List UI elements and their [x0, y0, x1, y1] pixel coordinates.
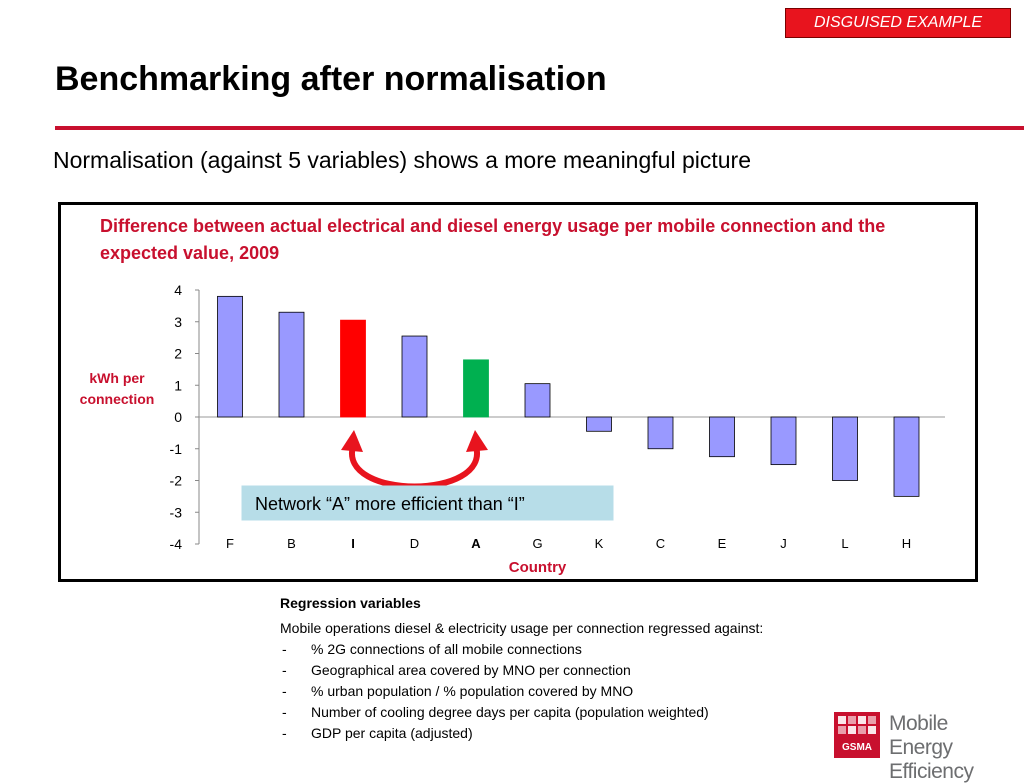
- x-tick-label: K: [595, 536, 604, 551]
- x-tick-label: J: [780, 536, 787, 551]
- notes-lead: Mobile operations diesel & electricity u…: [280, 620, 764, 636]
- list-item-text: Number of cooling degree days per capita…: [311, 704, 709, 720]
- y-tick-label: -1: [170, 441, 183, 457]
- list-item: - Number of cooling degree days per capit…: [282, 704, 709, 720]
- bar-E: [709, 416, 735, 458]
- list-item: - Geographical area covered by MNO per co…: [282, 662, 631, 678]
- x-tick-label: C: [656, 536, 665, 551]
- gsma-logo: GSMA Mobile Energy Efficiency: [834, 712, 1014, 783]
- x-tick-label: I: [351, 536, 355, 551]
- x-tick-label: D: [410, 536, 419, 551]
- bar-B: [278, 311, 305, 418]
- y-axis-label: kWh per: [89, 370, 145, 386]
- gsma-logo-mark: GSMA: [834, 712, 880, 758]
- x-tick-label: E: [718, 536, 727, 551]
- regression-variable-list: -% 2G connections of all mobile connecti…: [280, 639, 920, 744]
- logo-wordmark: Mobile Energy Efficiency: [889, 712, 1014, 784]
- bar-I: [340, 319, 366, 418]
- bar-J: [770, 416, 797, 466]
- y-tick-label: -2: [170, 473, 183, 489]
- list-item-text: % urban population / % population covere…: [311, 683, 634, 699]
- disguised-example-badge: DISGUISED EXAMPLE: [785, 8, 1011, 38]
- bar-chart: 4 3 2 1 0 -1 -2 -3 -4 kWh per connection F B I D A G K C E J…: [80, 282, 945, 576]
- list-item: -% 2G connections of all mobile connecti…: [282, 641, 582, 657]
- x-tick-label: B: [287, 536, 296, 551]
- list-item-text: Geographical area covered by MNO per con…: [311, 662, 631, 678]
- logo-line-2: Efficiency: [889, 760, 974, 783]
- slide-title: Benchmarking after normalisation: [55, 60, 607, 98]
- bar-F: [217, 295, 243, 418]
- y-axis-label: connection: [80, 391, 155, 407]
- y-tick-label: 3: [174, 314, 182, 330]
- x-tick-label: H: [902, 536, 911, 551]
- bar-G: [524, 383, 551, 418]
- comparison-arrow: [349, 443, 480, 490]
- bar-K: [586, 416, 612, 432]
- list-item-text: GDP per capita (adjusted): [311, 725, 473, 741]
- y-tick-label: 1: [174, 377, 182, 393]
- slide-subtitle: Normalisation (against 5 variables) show…: [53, 147, 751, 173]
- x-tick-label: A: [471, 536, 481, 551]
- bar-D: [401, 335, 428, 418]
- svg-text:GSMA: GSMA: [842, 742, 872, 753]
- chart-title: Difference between actual electrical and…: [100, 216, 886, 263]
- y-tick-label: -4: [170, 536, 183, 552]
- bar-C: [647, 416, 674, 450]
- x-tick-label: L: [841, 536, 848, 551]
- x-axis-label: Country: [509, 559, 567, 576]
- arrow-head-left: [341, 430, 363, 452]
- notes-heading: Regression variables: [280, 595, 421, 611]
- y-tick-label: 2: [174, 346, 182, 362]
- annotation-box: [241, 485, 614, 521]
- y-tick-label: -3: [170, 504, 183, 520]
- x-tick-label: F: [226, 536, 234, 551]
- x-tick-label: G: [532, 536, 542, 551]
- list-item-text: % 2G connections of all mobile connectio…: [311, 641, 582, 657]
- annotation-text: Network “A” more efficient than “I”: [255, 494, 525, 514]
- bar-L: [832, 416, 858, 481]
- list-item: - GDP per capita (adjusted): [282, 725, 473, 741]
- y-tick-label: 0: [174, 409, 182, 425]
- bar-A: [463, 359, 489, 418]
- logo-line-1: Mobile Energy: [889, 712, 953, 759]
- y-tick-label: 4: [174, 282, 182, 298]
- list-item: -% urban population / % population cover…: [282, 683, 634, 699]
- bar-H: [893, 416, 920, 497]
- regression-notes: Regression variables Mobile operations d…: [280, 595, 920, 744]
- title-divider: [55, 126, 1024, 130]
- arrow-head-right: [466, 430, 488, 452]
